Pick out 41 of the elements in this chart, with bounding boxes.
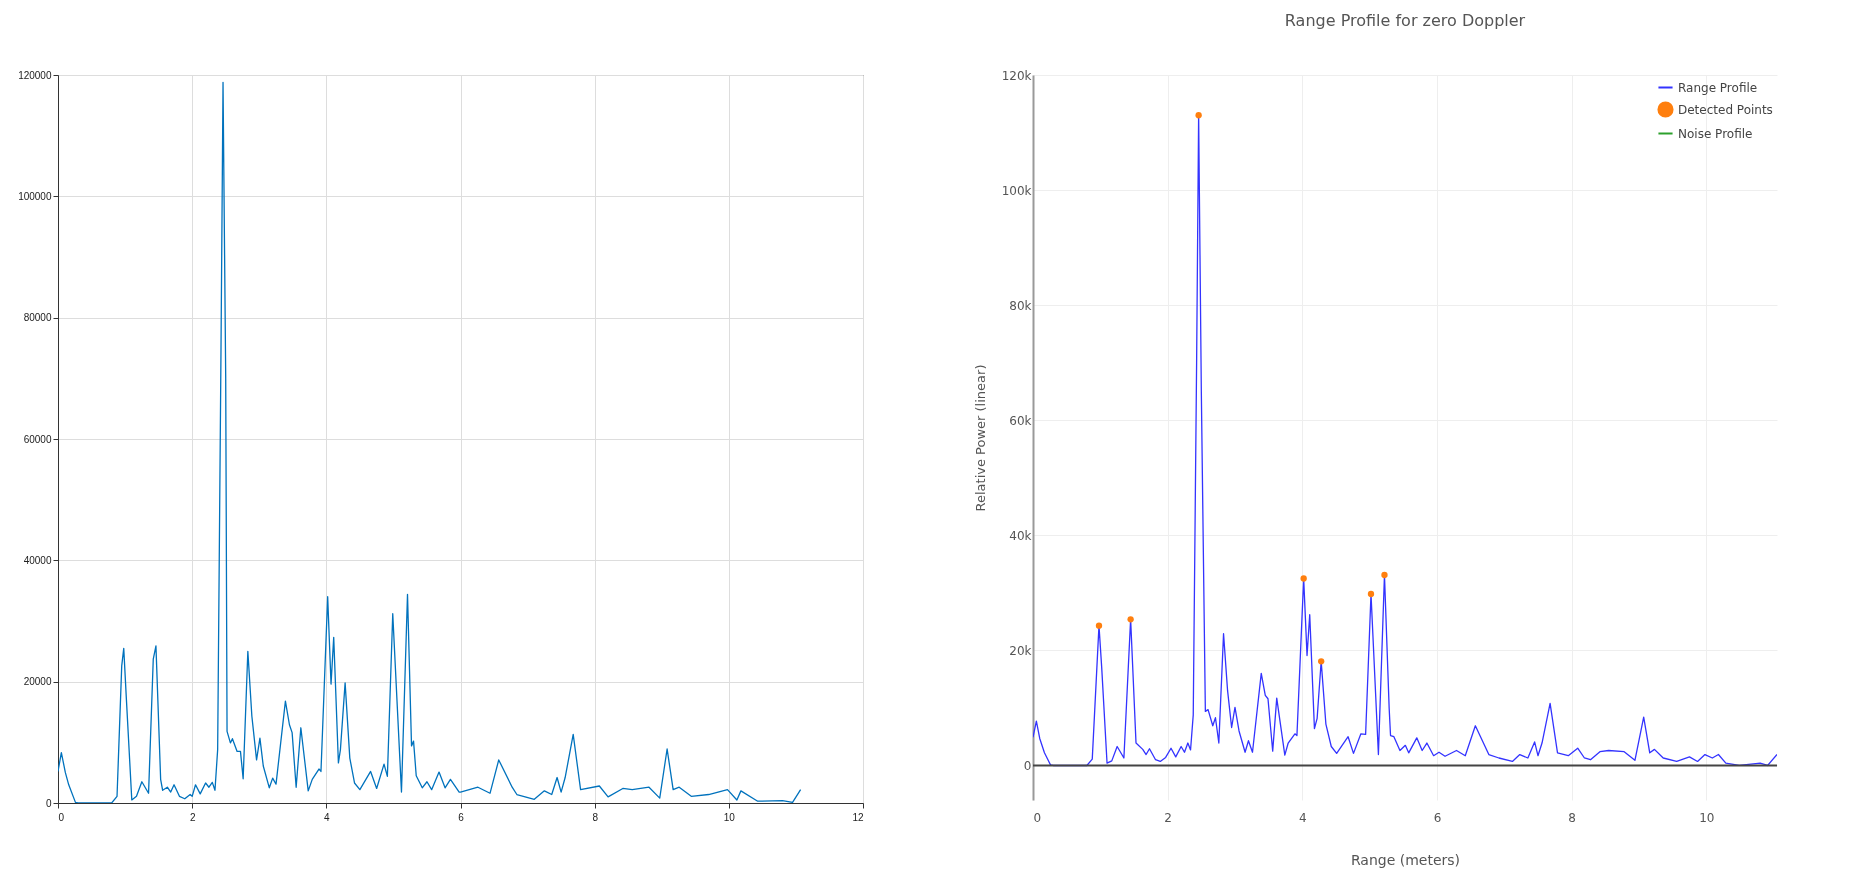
point	[1195, 112, 1202, 119]
x-tick-label: 12	[852, 811, 864, 823]
x-axis-title: Range (meters)	[1350, 851, 1461, 868]
y-tick-label: 120000	[18, 69, 52, 81]
legend-label: Range Profile	[1678, 80, 1758, 95]
y-tick-label: 0	[1023, 758, 1032, 773]
y-tick-label: 80000	[23, 312, 52, 324]
y-tick-label: 20000	[23, 676, 52, 688]
x-tick-label: 6	[458, 811, 465, 823]
legend-label: Detected Points	[1678, 102, 1773, 117]
y-tick-label: 40k	[1009, 528, 1032, 543]
x-tick-label: 0	[58, 811, 65, 823]
point	[1318, 658, 1325, 665]
y-tick-label: 60000	[23, 433, 52, 445]
y-tick-label: 0	[45, 797, 52, 809]
x-tick-label: 8	[592, 811, 599, 823]
point	[1367, 590, 1375, 598]
line-series	[58, 81, 802, 803]
x-tick-label: 6	[1433, 810, 1442, 825]
x-tick-label: 4	[324, 811, 331, 823]
chart-title: Range Profile for zero Doppler	[1284, 11, 1526, 30]
y-tick-label: 60k	[1009, 413, 1032, 428]
y-axis-title: Relative Power (linear)	[972, 364, 988, 512]
point	[1095, 622, 1103, 629]
y-tick-label: 100000	[18, 190, 52, 202]
point	[1381, 571, 1388, 579]
x-tick-label: 10	[1699, 810, 1715, 825]
point	[1127, 616, 1134, 623]
point	[1300, 575, 1307, 582]
x-tick-label: 8	[1568, 810, 1576, 825]
x-tick-label: 4	[1299, 810, 1307, 825]
legend-label: Noise Profile	[1678, 126, 1753, 141]
y-tick-label: 100k	[1001, 183, 1032, 198]
x-tick-label: 10	[723, 811, 736, 823]
x-tick-label: 2	[1164, 810, 1172, 825]
x-tick-label: 2	[189, 811, 196, 823]
y-tick-label: 80k	[1009, 298, 1032, 313]
x-tick-label: 0	[1033, 810, 1042, 825]
y-tick-label: 20k	[1009, 643, 1032, 658]
y-tick-label: 120k	[1001, 68, 1032, 83]
y-tick-label: 40000	[23, 554, 52, 566]
